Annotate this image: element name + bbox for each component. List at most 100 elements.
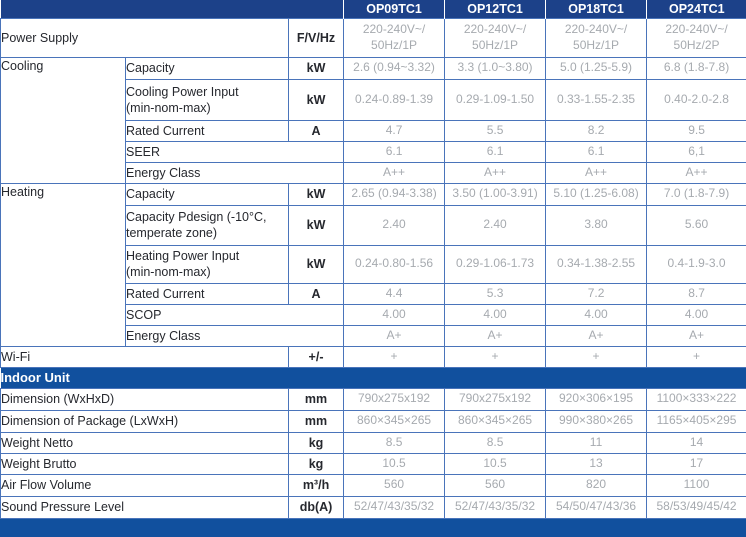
value-cell: 14 — [646, 431, 746, 454]
header-row: OP09TC1 OP12TC1 OP18TC1 OP24TC1 — [0, 0, 746, 18]
value-cell: 560 — [444, 473, 547, 497]
row-label: Rated Current — [125, 282, 289, 305]
unit-cell: kW — [287, 204, 345, 246]
value-cell: 3.50 (1.00-3.91) — [444, 182, 547, 206]
value-cell: 0.40-2.0-2.8 — [646, 78, 746, 121]
value-cell: 1100×333×222 — [646, 387, 746, 411]
row-dimension: Dimension (WxHxD) mm 790x275x192 790x275… — [0, 387, 746, 411]
row-heating-rated-current: Rated Current A 4.4 5.3 7.2 8.7 — [1, 282, 746, 305]
value-cell: 790x275x192 — [444, 387, 547, 411]
unit-cell: F/V/Hz — [287, 17, 345, 58]
value-cell: 0.4-1.9-3.0 — [646, 244, 746, 284]
row-label: Dimension (WxHxD) — [0, 387, 289, 411]
row-weight-brutto: Weight Brutto kg 10.5 10.5 13 17 — [0, 452, 746, 475]
value-cell: 4.00 — [545, 303, 648, 326]
section-banner-indoor-unit: Indoor Unit — [0, 367, 746, 388]
row-label: Rated Current — [125, 119, 289, 142]
unit-cell: kg — [287, 452, 345, 475]
value-cell: + — [343, 345, 446, 368]
value-cell: 860×345×265 — [444, 409, 547, 433]
value-cell: 0.34-1.38-2.55 — [545, 244, 648, 284]
value-cell: 0.24-0.89-1.39 — [343, 78, 446, 121]
value-cell: 5.3 — [444, 282, 547, 305]
row-label: Power Supply — [0, 17, 289, 58]
row-label: Sound Pressure Level — [0, 495, 289, 519]
value-cell: + — [444, 345, 547, 368]
value-cell: 6.1 — [343, 140, 446, 163]
spec-table: OP09TC1 OP12TC1 OP18TC1 OP24TC1 Power Su… — [0, 0, 746, 519]
value-cell: 990×380×265 — [545, 409, 648, 433]
value-cell: 4.00 — [646, 303, 746, 326]
value-cell: 5.10 (1.25-6.08) — [545, 182, 648, 206]
row-label: Energy Class — [124, 161, 345, 184]
value-cell: 0.29-1.06-1.73 — [444, 244, 547, 284]
value-cell: 8.5 — [444, 431, 547, 454]
unit-cell: mm — [287, 409, 345, 433]
section-label-heating: Heating — [0, 182, 126, 347]
row-heating-capacity: Heating Capacity kW 2.65 (0.94-3.38) 3.5… — [0, 182, 746, 347]
value-cell: + — [646, 345, 746, 368]
value-cell: 5.5 — [444, 119, 547, 142]
unit-cell: kW — [287, 78, 345, 121]
value-cell: 2.6 (0.94~3.32) — [343, 56, 446, 80]
unit-cell: kg — [287, 431, 345, 454]
row-label: Capacity — [125, 56, 289, 80]
row-cooling-power-input: Cooling Power Input (min-nom-max) kW 0.2… — [1, 78, 746, 121]
row-heating-power-input: Heating Power Input (min-nom-max) kW 0.2… — [1, 244, 746, 284]
value-cell: 0.29-1.09-1.50 — [444, 78, 547, 121]
value-cell: 2.65 (0.94-3.38) — [343, 182, 446, 206]
unit-cell: kW — [287, 56, 345, 80]
column-header-model-1: OP09TC1 — [343, 0, 445, 18]
value-cell: 220-240V~/ 50Hz/1P — [343, 17, 446, 58]
unit-cell: mm — [287, 387, 345, 411]
value-cell: A++ — [444, 161, 547, 184]
value-cell: 6.8 (1.8-7.8) — [646, 56, 746, 80]
value-cell: 9.5 — [646, 119, 746, 142]
row-cooling-energy-class: Energy Class A++ A++ A++ A++ — [1, 161, 746, 184]
value-cell: 790x275x192 — [343, 387, 446, 411]
value-cell: A+ — [545, 324, 648, 347]
value-cell: 220-240V~/ 50Hz/1P — [545, 17, 648, 58]
value-cell: 860×345×265 — [343, 409, 446, 433]
value-cell: + — [545, 345, 648, 368]
row-label: Capacity Pdesign (-10°C, temperate zone) — [125, 204, 289, 246]
value-cell: 2.40 — [444, 204, 547, 246]
value-cell: 920×306×195 — [545, 387, 648, 411]
unit-cell: db(A) — [287, 495, 345, 519]
unit-cell: kW — [287, 182, 345, 206]
value-cell: 220-240V~/ 50Hz/2P — [646, 17, 746, 58]
row-indoor-unit-banner: Indoor Unit — [0, 367, 746, 388]
value-cell: A+ — [646, 324, 746, 347]
value-cell: 0.24-0.80-1.56 — [343, 244, 446, 284]
value-cell: 4.7 — [343, 119, 446, 142]
header-spacer — [0, 0, 344, 18]
value-cell: 58/53/49/45/42 — [646, 495, 746, 519]
unit-cell: A — [287, 282, 345, 305]
value-cell: 7.0 (1.8-7.9) — [646, 182, 746, 206]
value-cell: 54/50/47/43/36 — [545, 495, 648, 519]
value-cell: 6,1 — [646, 140, 746, 163]
value-cell: 52/47/43/35/32 — [343, 495, 446, 519]
unit-cell: +/- — [287, 345, 345, 368]
value-cell: 13 — [545, 452, 648, 475]
row-label: Wi-Fi — [0, 345, 289, 368]
value-cell: 11 — [545, 431, 648, 454]
row-label: Energy Class — [124, 324, 345, 347]
value-cell: 2.40 — [343, 204, 446, 246]
column-header-model-3: OP18TC1 — [545, 0, 647, 18]
row-label: Weight Netto — [0, 431, 289, 454]
column-header-model-2: OP12TC1 — [444, 0, 546, 18]
bottom-bar — [0, 518, 746, 537]
section-label-cooling: Cooling — [0, 56, 126, 184]
value-cell: 3.3 (1.0~3.80) — [444, 56, 547, 80]
value-cell: 6.1 — [545, 140, 648, 163]
row-wifi: Wi-Fi +/- + + + + — [0, 345, 746, 368]
value-cell: 8.7 — [646, 282, 746, 305]
value-cell: 220-240V~/ 50Hz/1P — [444, 17, 547, 58]
unit-cell: m³/h — [287, 473, 345, 497]
row-cooling-rated-current: Rated Current A 4.7 5.5 8.2 9.5 — [1, 119, 746, 142]
row-sound-pressure: Sound Pressure Level db(A) 52/47/43/35/3… — [0, 495, 746, 519]
row-label: SCOP — [124, 303, 345, 326]
row-label: Weight Brutto — [0, 452, 289, 475]
